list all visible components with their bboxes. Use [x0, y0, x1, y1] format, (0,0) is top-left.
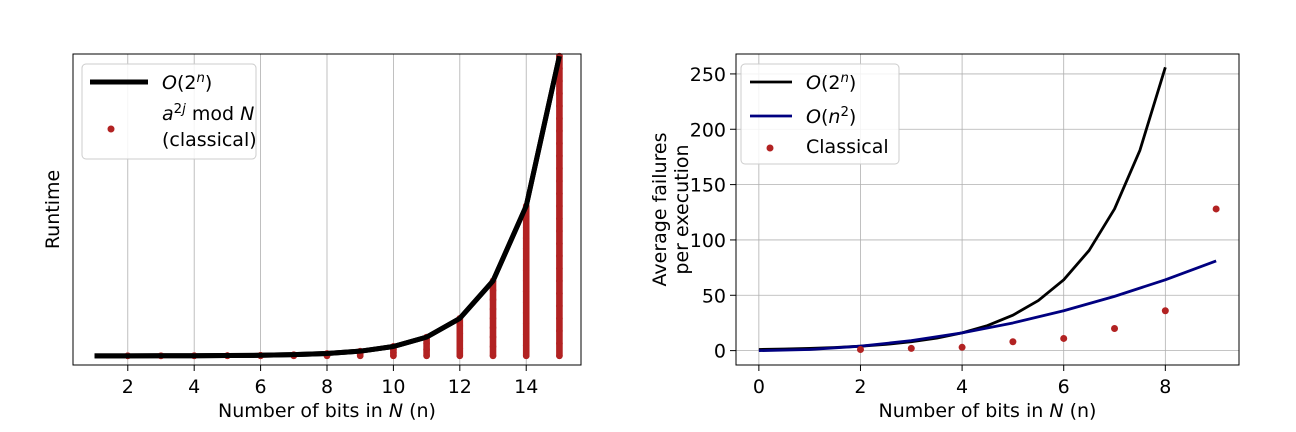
y-tick-label: 250	[690, 64, 726, 86]
scatter-point	[1060, 334, 1068, 342]
x-tick-label: 4	[956, 376, 968, 398]
legend-label-classical: a2j mod N	[162, 102, 254, 126]
legend-label-exponential: O(2n)	[162, 71, 212, 95]
x-axis-label: Number of bits in N (n)	[218, 400, 436, 422]
x-tick-label: 8	[321, 376, 333, 398]
scatter-point	[1161, 307, 1169, 315]
x-tick-label: 14	[514, 376, 538, 398]
x-tick-label: 2	[122, 376, 134, 398]
x-tick-label: 6	[255, 376, 267, 398]
legend-label-exponential: O(2n)	[806, 71, 856, 95]
legend-label-classical: Classical	[806, 136, 889, 158]
scatter-point	[856, 346, 864, 354]
legend-swatch-point	[107, 125, 115, 133]
x-axis-label: Number of bits in N (n)	[879, 400, 1097, 422]
x-tick-label: 2	[854, 376, 866, 398]
scatter-point	[1212, 205, 1220, 213]
scatter-point	[1111, 324, 1119, 332]
series-line-1	[758, 259, 1217, 353]
axes-frame	[735, 53, 1240, 366]
x-tick-label: 8	[1159, 376, 1171, 398]
legend-swatch-point	[766, 144, 774, 152]
y-tick-label: 150	[690, 175, 726, 197]
x-tick-label: 4	[188, 376, 200, 398]
chart-panel-left: 2 4 6 8 10 12 14 Number of bits in N (n) Runtime…	[42, 52, 582, 422]
y-tick-label: 0	[714, 341, 726, 363]
scatter-point	[907, 344, 915, 352]
y-tick-label: 100	[690, 230, 726, 252]
scatter-point	[1009, 338, 1017, 346]
legend-box	[740, 63, 900, 165]
y-axis-label: Runtime	[42, 170, 64, 249]
x-tick-label: 6	[1058, 376, 1070, 398]
y-tick-label: 200	[690, 119, 726, 141]
legend-box	[81, 63, 257, 160]
legend-label-quadratic: O(n2)	[806, 105, 856, 129]
legend: O(2n) O(n2) Classical	[740, 63, 900, 165]
x-tick-label: 10	[381, 376, 405, 398]
legend-label-classical-2: (classical)	[162, 129, 257, 151]
x-tick-label: 0	[753, 376, 765, 398]
scatter-point	[958, 343, 966, 351]
series-line-top	[94, 55, 562, 359]
chart-panel-right: 0 2 4 6 8 0 50 100 150 200 250 Number of bits in N …	[649, 53, 1240, 422]
legend: O(2n) a2j mod N (classical)	[81, 63, 257, 160]
y-tick-label: 50	[702, 285, 726, 307]
y-axis-label: Average failuresper execution	[649, 133, 693, 287]
x-tick-label: 12	[448, 376, 472, 398]
